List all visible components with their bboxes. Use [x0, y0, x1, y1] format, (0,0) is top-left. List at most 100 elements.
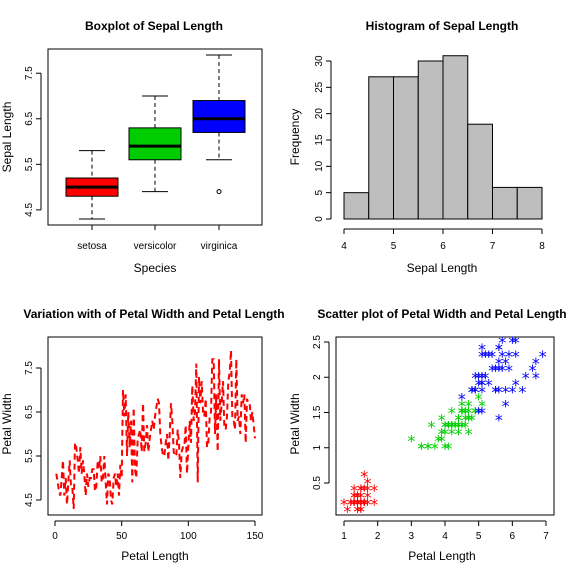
- scatter-point: *: [505, 361, 513, 380]
- scatter-point: *: [360, 495, 368, 514]
- scatter-point: *: [498, 347, 506, 366]
- scatter-point: *: [498, 333, 506, 352]
- scatter-point: *: [350, 488, 358, 507]
- y-tick-label: 1.5: [312, 405, 323, 419]
- scatter-point: *: [471, 404, 479, 423]
- scatter-point: *: [475, 375, 483, 394]
- scatter-point: *: [471, 404, 479, 423]
- scatter-point: *: [353, 488, 361, 507]
- y-tick-label: 4.5: [24, 493, 35, 507]
- scatter-point: *: [434, 432, 442, 451]
- scatter-point: *: [350, 495, 358, 514]
- y-tick-label: 20: [314, 108, 325, 120]
- scatter-point: *: [485, 375, 493, 394]
- boxplot-y-axis-label: Sepal Length: [0, 102, 14, 173]
- scatter-point: *: [454, 425, 462, 444]
- scatter-point: *: [495, 411, 503, 430]
- x-tick-label: 2: [375, 531, 381, 542]
- scatter-point: *: [431, 439, 439, 458]
- scatter-point: *: [448, 425, 456, 444]
- scatter-point: *: [502, 354, 510, 373]
- scatter-point: *: [512, 347, 520, 366]
- scatter-point: *: [495, 361, 503, 380]
- scatter-point: *: [458, 396, 466, 415]
- scatter-point: *: [343, 502, 351, 521]
- histogram-bar: [368, 76, 394, 220]
- y-tick-label: 1: [312, 445, 323, 451]
- scatter-point: *: [347, 495, 355, 514]
- histogram-title: Histogram of Sepal Length: [366, 19, 519, 33]
- scatter-point: *: [444, 418, 452, 437]
- scatter-point: *: [417, 439, 425, 458]
- scatter-point: *: [468, 411, 476, 430]
- y-tick-label: 6.5: [24, 405, 35, 419]
- y-tick-label: 10: [314, 160, 325, 172]
- scatter-point: *: [353, 495, 361, 514]
- x-tick-label: 3: [409, 531, 415, 542]
- scatter-point: *: [458, 404, 466, 423]
- scatter-point: *: [451, 418, 459, 437]
- y-tick-label: 6.5: [24, 111, 35, 125]
- scatter-point: *: [475, 368, 483, 387]
- scatter-point: *: [478, 375, 486, 394]
- line-y-axis-label: Petal Width: [0, 393, 14, 454]
- x-tick-label: 7: [543, 531, 549, 542]
- scatter-point: *: [357, 495, 365, 514]
- scatter-point: *: [539, 347, 547, 366]
- histogram-bar: [467, 123, 493, 220]
- scatter-point: *: [458, 404, 466, 423]
- scatter-point: *: [458, 389, 466, 408]
- line-title: Variation with of Petal Width and Petal …: [23, 307, 284, 321]
- y-tick-label: 5: [314, 189, 325, 195]
- scatter-point: *: [448, 404, 456, 423]
- scatter-point: *: [502, 396, 510, 415]
- scatter-point: *: [441, 418, 449, 437]
- line-x-axis-label: Petal Length: [121, 549, 188, 563]
- y-tick-label: 25: [314, 81, 325, 93]
- scatter-point: *: [475, 404, 483, 423]
- x-tick-label: 7: [490, 241, 496, 252]
- boxplot-title: Boxplot of Sepal Length: [85, 19, 223, 33]
- scatter-point: *: [485, 347, 493, 366]
- scatter-point: *: [350, 495, 358, 514]
- scatter-point: *: [360, 481, 368, 500]
- scatter-point: *: [441, 418, 449, 437]
- scatter-point: *: [451, 418, 459, 437]
- scatter-point: *: [465, 404, 473, 423]
- scatter-point: *: [461, 418, 469, 437]
- scatter-point: *: [364, 488, 372, 507]
- scatter-point: *: [478, 382, 486, 401]
- scatter-point: *: [424, 439, 432, 458]
- line-marks: 4.5 5.5 6.5 7.5 0 50 100 150: [24, 350, 264, 542]
- scatter-point: *: [357, 495, 365, 514]
- x-tick-label: 4: [341, 241, 347, 252]
- scatter-point: *: [471, 382, 479, 401]
- scatter-point: *: [364, 495, 372, 514]
- scatter-point: *: [424, 439, 432, 458]
- scatter-point: *: [360, 495, 368, 514]
- scatter-point: *: [357, 502, 365, 521]
- scatter-point: *: [478, 375, 486, 394]
- scatter-point: *: [495, 340, 503, 359]
- scatter-x-axis-label: Petal Length: [408, 549, 475, 563]
- scatter-point: *: [454, 411, 462, 430]
- scatter-point: *: [505, 347, 513, 366]
- line-panel: Variation with of Petal Width and Petal …: [0, 307, 285, 563]
- scatter-point: *: [478, 368, 486, 387]
- category-tick-label: virginica: [201, 241, 238, 252]
- scatter-point: *: [492, 382, 500, 401]
- scatter-frame: [335, 336, 555, 516]
- scatter-point: *: [458, 404, 466, 423]
- scatter-point: *: [360, 495, 368, 514]
- scatter-point: *: [532, 368, 540, 387]
- x-tick-label: 100: [180, 531, 197, 542]
- y-tick-label: 2.5: [312, 335, 323, 349]
- scatter-title: Scatter plot of Petal Width and Petal Le…: [317, 307, 566, 321]
- scatter-point: *: [454, 418, 462, 437]
- scatter-point: *: [488, 347, 496, 366]
- boxplot-panel: Boxplot of Sepal Length 4.5 5.5 6.5 7.5 set…: [0, 19, 263, 275]
- scatter-point: *: [458, 404, 466, 423]
- scatter-point: *: [340, 495, 348, 514]
